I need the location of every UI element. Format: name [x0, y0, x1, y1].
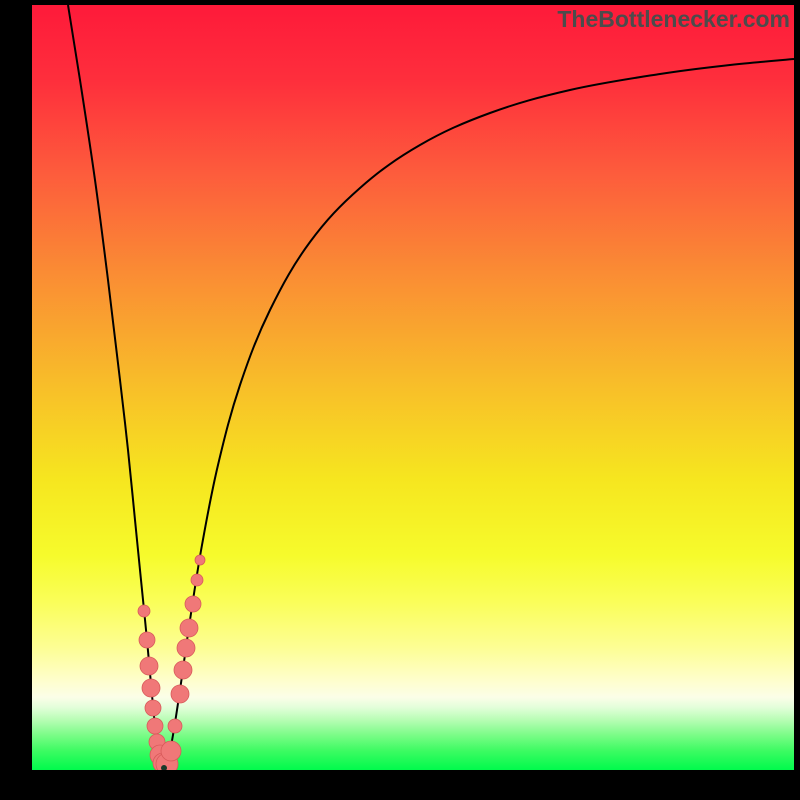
data-marker: [195, 555, 205, 565]
data-marker: [185, 596, 201, 612]
data-marker: [191, 574, 203, 586]
plot-area: [32, 5, 794, 770]
data-marker: [177, 639, 195, 657]
chart-container: TheBottlenecker.com: [0, 0, 800, 800]
gradient-background: [32, 5, 794, 770]
data-marker: [174, 661, 192, 679]
data-marker: [139, 632, 155, 648]
data-marker: [145, 700, 161, 716]
data-marker: [138, 605, 150, 617]
data-marker: [180, 619, 198, 637]
watermark-text: TheBottlenecker.com: [557, 6, 790, 33]
plot-svg: [32, 5, 794, 770]
frame-right: [794, 0, 800, 800]
data-marker: [161, 741, 181, 761]
frame-bottom: [0, 770, 800, 800]
data-marker: [140, 657, 158, 675]
data-marker: [171, 685, 189, 703]
frame-left: [0, 0, 32, 800]
data-marker: [147, 718, 163, 734]
data-marker: [142, 679, 160, 697]
data-marker: [168, 719, 182, 733]
